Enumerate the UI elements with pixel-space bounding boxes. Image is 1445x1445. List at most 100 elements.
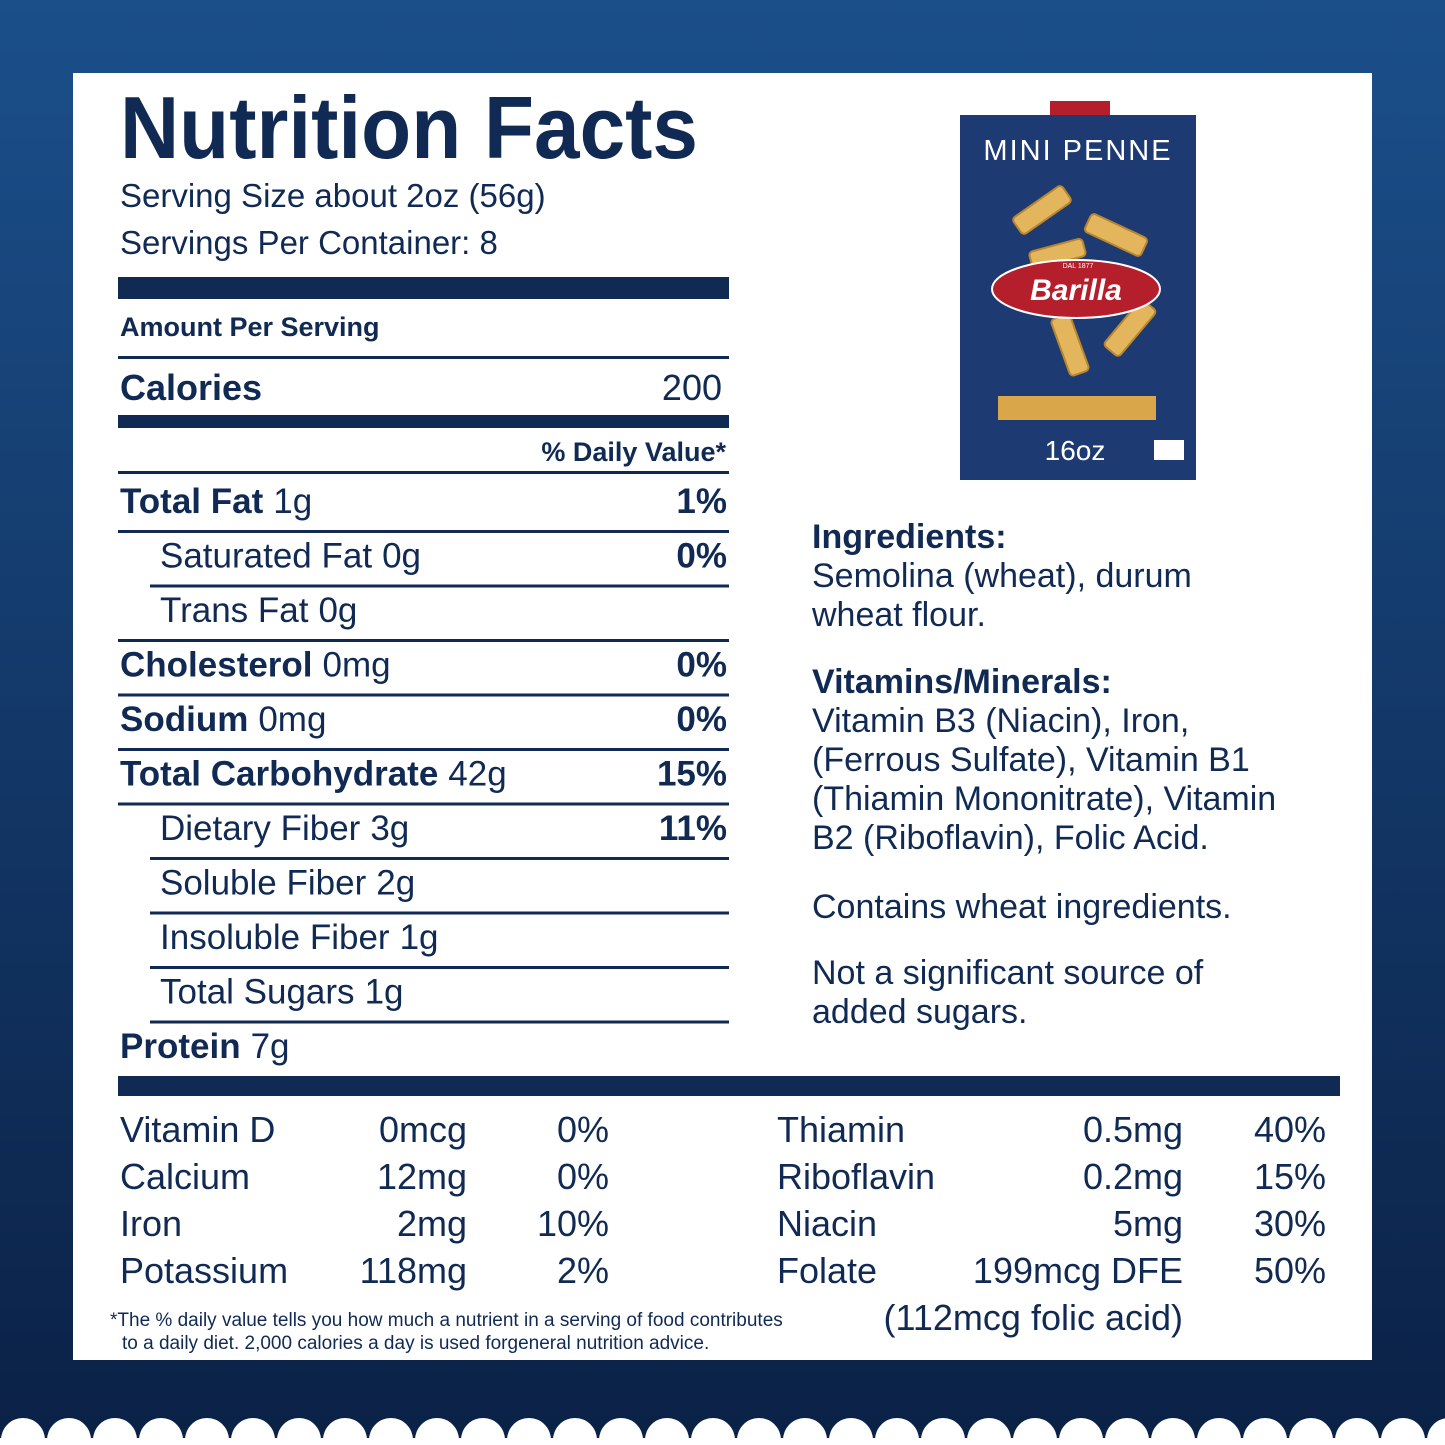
nutrient-amount: 1g bbox=[273, 482, 312, 521]
nutrient-amount: 1g bbox=[365, 973, 404, 1012]
nutrient-daily-value: 15% bbox=[657, 755, 727, 794]
rule bbox=[118, 471, 729, 474]
certification-badge bbox=[1154, 440, 1184, 460]
nutrient-row: Sodium 0mg bbox=[120, 700, 326, 739]
nutrient-amount: 0g bbox=[318, 591, 357, 630]
thick-rule bbox=[118, 1076, 1340, 1096]
micronutrient-amount: 118mg bbox=[360, 1250, 467, 1291]
allergen-statement: Contains wheat ingredients. bbox=[812, 888, 1232, 926]
package-name: MINI PENNE bbox=[983, 135, 1172, 167]
footnote-line: to a daily diet. 2,000 calories a day is… bbox=[122, 1333, 709, 1354]
nutrient-amount: 3g bbox=[370, 809, 409, 848]
nutrient-name: Total Fat bbox=[120, 482, 264, 521]
micronutrient-daily-value: 15% bbox=[1254, 1156, 1326, 1197]
row-rule bbox=[150, 911, 729, 915]
micronutrient-name: Vitamin D bbox=[120, 1109, 275, 1150]
nutrient-amount: 0mg bbox=[258, 700, 326, 739]
nutrient-row: Dietary Fiber 3g bbox=[160, 809, 409, 848]
sugar-note-line: added sugars. bbox=[812, 993, 1028, 1031]
row-rule bbox=[150, 966, 729, 969]
nutrient-name: Total Carbohydrate bbox=[120, 755, 438, 794]
micronutrient-amount: 0.2mg bbox=[1083, 1156, 1183, 1197]
micronutrient-daily-value: 2% bbox=[557, 1250, 609, 1291]
nutrient-row: Trans Fat 0g bbox=[160, 591, 357, 630]
package: MINI PENNE DAL 1877 Barilla 16oz bbox=[960, 101, 1196, 480]
nutrient-row: Soluble Fiber 2g bbox=[160, 864, 415, 903]
micronutrients: Vitamin D 0mcg 0% Calcium 12mg 0% Iron 2mg 10% Po… bbox=[120, 1109, 1326, 1291]
folate-note: (112mcg folic acid) bbox=[884, 1297, 1183, 1338]
nutrient-amount: 2g bbox=[376, 864, 415, 903]
nutrient-name: Cholesterol bbox=[120, 646, 313, 685]
vitamins-line: (Ferrous Sulfate), Vitamin B1 bbox=[812, 741, 1250, 779]
micronutrient-amount: 2mg bbox=[397, 1203, 467, 1244]
micronutrient-amount: 5mg bbox=[1113, 1203, 1183, 1244]
micronutrient-amount: 0mcg bbox=[379, 1109, 467, 1150]
ingredients-line: Semolina (wheat), durum bbox=[812, 557, 1192, 595]
nutrient-name: Total Sugars bbox=[160, 973, 355, 1012]
micronutrient-amount: 0.5mg bbox=[1083, 1109, 1183, 1150]
nutrient-daily-value: 1% bbox=[676, 482, 727, 521]
micronutrient-daily-value: 50% bbox=[1254, 1250, 1326, 1291]
title: Nutrition Facts bbox=[120, 78, 698, 177]
nutrient-row: Total Sugars 1g bbox=[160, 973, 404, 1012]
nutrient-row: Cholesterol 0mg bbox=[120, 646, 391, 685]
nutrient-rows: Total Fat 1g 1%Saturated Fat 0g 0%Trans Fat 0… bbox=[118, 482, 729, 1066]
package-since: DAL 1877 bbox=[1063, 263, 1094, 270]
vitamins-line: B2 (Riboflavin), Folic Acid. bbox=[812, 819, 1209, 857]
micronutrient-name: Riboflavin bbox=[777, 1156, 935, 1197]
micronutrient-amount: 199mcg DFE bbox=[973, 1250, 1183, 1291]
row-rule bbox=[118, 639, 729, 642]
nutrient-daily-value: 11% bbox=[659, 809, 727, 848]
nutrient-name: Trans Fat bbox=[160, 591, 309, 630]
servings-per-container: Servings Per Container: 8 bbox=[120, 224, 498, 261]
sugar-note-line: Not a significant source of bbox=[812, 954, 1204, 992]
micronutrient-name: Niacin bbox=[777, 1203, 877, 1244]
calories-value: 200 bbox=[662, 367, 722, 408]
row-rule bbox=[150, 584, 729, 588]
medium-rule bbox=[118, 415, 729, 428]
window-strip bbox=[998, 396, 1156, 420]
brand-oval bbox=[991, 259, 1161, 319]
row-rule bbox=[118, 802, 729, 806]
vitamins-heading: Vitamins/Minerals: bbox=[812, 663, 1112, 701]
row-rule bbox=[118, 693, 729, 697]
vitamins-line: Vitamin B3 (Niacin), Iron, bbox=[812, 702, 1189, 740]
nutrient-name: Protein bbox=[120, 1027, 241, 1066]
nutrient-amount: 42g bbox=[448, 755, 506, 794]
calories-label: Calories bbox=[120, 367, 262, 408]
nutrient-amount: 0g bbox=[382, 537, 421, 576]
nutrient-name: Insoluble Fiber bbox=[160, 918, 390, 957]
nutrient-daily-value: 0% bbox=[676, 537, 727, 576]
row-rule bbox=[118, 530, 729, 533]
micronutrient-daily-value: 0% bbox=[557, 1156, 609, 1197]
micronutrient-name: Calcium bbox=[120, 1156, 250, 1197]
nutrient-amount: 7g bbox=[251, 1027, 290, 1066]
nutrient-amount: 1g bbox=[400, 918, 439, 957]
nutrient-name: Dietary Fiber bbox=[160, 809, 361, 848]
micronutrient-daily-value: 40% bbox=[1254, 1109, 1326, 1150]
amount-per-serving: Amount Per Serving bbox=[120, 312, 380, 342]
daily-value-header: % Daily Value* bbox=[541, 437, 726, 467]
ingredients-heading: Ingredients: bbox=[812, 518, 1007, 556]
row-rule bbox=[118, 748, 729, 751]
footnote-line: *The % daily value tells you how much a … bbox=[110, 1310, 783, 1331]
nutrient-daily-value: 0% bbox=[676, 646, 727, 685]
thick-rule bbox=[118, 277, 729, 299]
ingredients-line: wheat flour. bbox=[811, 596, 986, 634]
nutrient-row: Total Fat 1g bbox=[120, 482, 312, 521]
nutrient-row: Protein 7g bbox=[120, 1027, 290, 1066]
nutrient-row: Total Carbohydrate 42g bbox=[120, 755, 507, 794]
scallop-base bbox=[0, 1438, 1445, 1445]
nutrient-name: Soluble Fiber bbox=[160, 864, 367, 903]
micronutrient-daily-value: 0% bbox=[557, 1109, 609, 1150]
nutrient-name: Sodium bbox=[120, 700, 248, 739]
serving-size: Serving Size about 2oz (56g) bbox=[120, 177, 546, 214]
nutrient-name: Saturated Fat bbox=[160, 537, 372, 576]
micronutrient-name: Potassium bbox=[120, 1250, 288, 1291]
nutrient-daily-value: 0% bbox=[676, 700, 727, 739]
micronutrient-daily-value: 10% bbox=[537, 1203, 609, 1244]
nutrient-amount: 0mg bbox=[323, 646, 391, 685]
row-rule bbox=[150, 857, 729, 860]
micronutrient-name: Iron bbox=[120, 1203, 182, 1244]
